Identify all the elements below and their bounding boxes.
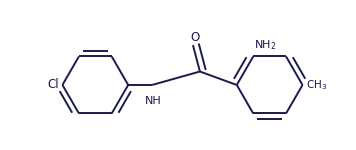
Text: Cl: Cl — [48, 78, 59, 92]
Text: NH: NH — [145, 96, 162, 106]
Text: NH$_2$: NH$_2$ — [254, 38, 277, 51]
Text: O: O — [190, 31, 200, 44]
Text: CH$_3$: CH$_3$ — [307, 78, 328, 92]
